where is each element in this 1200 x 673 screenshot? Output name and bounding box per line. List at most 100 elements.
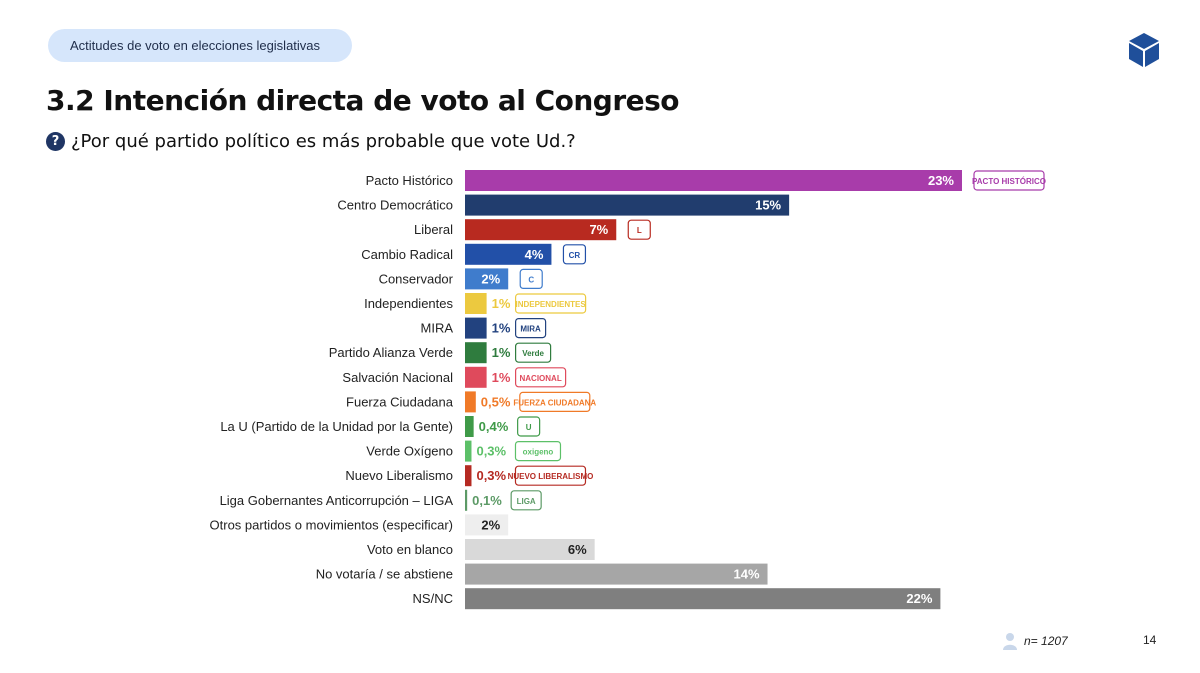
value-label: 7% (589, 222, 608, 237)
value-label: 0,1% (472, 493, 502, 508)
party-logo-text: U (526, 423, 532, 432)
party-logo-text: INDEPENDIENTES (515, 300, 586, 309)
bar-17 (465, 588, 941, 610)
party-logo-badge (515, 367, 567, 388)
category-label: Liberal (414, 222, 453, 237)
category-label: Verde Oxígeno (366, 444, 453, 459)
value-label: 0,4% (479, 419, 509, 434)
party-logo-text: FUERZA CIUDADANA (513, 398, 596, 407)
party-logo-13: LIGA (510, 490, 542, 511)
section-pill: Actitudes de voto en elecciones legislat… (48, 29, 352, 62)
bar-8 (465, 366, 487, 388)
question-row: ? ¿Por qué partido político es más proba… (46, 131, 576, 152)
sample-size: n= 1207 (1002, 632, 1068, 650)
party-logo-4: C (519, 268, 543, 289)
bar-9 (465, 391, 476, 413)
party-logo-text: PACTO HISTÓRICO (972, 177, 1046, 186)
party-logo-2: L (627, 219, 651, 240)
value-label: 1% (492, 321, 511, 336)
category-label: Liga Gobernantes Anticorrupción – LIGA (220, 493, 454, 508)
party-logo-12: NUEVO LIBERALISMO (508, 465, 594, 486)
bar-10 (465, 416, 474, 437)
value-label: 14% (733, 567, 759, 582)
party-logo-badge (517, 416, 541, 437)
category-label: Fuerza Ciudadana (346, 394, 454, 409)
party-logo-text: Verde (522, 349, 544, 358)
party-logo-5: INDEPENDIENTES (515, 293, 587, 314)
party-logo-badge (515, 318, 547, 339)
party-logo-badge (514, 465, 587, 486)
bar-12 (465, 465, 472, 487)
category-label: La U (Partido de la Unidad por la Gente) (220, 419, 453, 434)
party-logo-9: FUERZA CIUDADANA (513, 391, 596, 412)
party-logo-badge (562, 244, 587, 265)
value-label: 4% (525, 247, 544, 262)
party-logo-badge (519, 391, 591, 412)
party-logo-text: LIGA (517, 497, 536, 506)
value-label: 1% (492, 296, 511, 311)
party-logo-text: NUEVO LIBERALISMO (508, 472, 594, 481)
bar-6 (465, 317, 487, 339)
bar-0 (465, 170, 962, 191)
party-logo-text: MIRA (520, 325, 541, 334)
party-logo-text: oxigeno (523, 448, 554, 457)
bar-3 (465, 243, 552, 265)
value-label: 1% (492, 345, 511, 360)
value-label: 6% (568, 542, 587, 557)
bar-2 (465, 219, 617, 241)
category-label: Salvación Nacional (342, 370, 453, 385)
sample-size-label: n= 1207 (1024, 634, 1068, 648)
party-logo-badge (515, 342, 552, 363)
question-text: ¿Por qué partido político es más probabl… (71, 131, 576, 152)
party-logo-badge (510, 490, 542, 511)
bar-1 (465, 194, 790, 216)
value-label: 0,3% (476, 468, 506, 483)
party-logo-6: MIRA (515, 318, 547, 339)
category-label: Centro Democrático (337, 198, 453, 213)
party-logo-0: PACTO HISTÓRICO (972, 170, 1046, 191)
party-logo-8: NACIONAL (515, 367, 567, 388)
bar-13 (465, 489, 468, 511)
party-logo-text: C (528, 275, 534, 284)
value-label: 2% (481, 517, 500, 532)
party-logo-3: CR (562, 244, 587, 265)
value-label: 0,5% (481, 394, 511, 409)
party-logo-badge (519, 268, 543, 289)
party-logo-badge (973, 170, 1045, 191)
party-logo-10: U (517, 416, 541, 437)
bar-7 (465, 342, 487, 364)
bar-14 (465, 514, 509, 536)
section-pill-label: Actitudes de voto en elecciones legislat… (70, 38, 321, 53)
category-label: Conservador (379, 271, 454, 286)
category-label: MIRA (421, 321, 454, 336)
value-label: 15% (755, 198, 781, 213)
party-logo-badge (515, 293, 587, 314)
party-logo-text: CR (569, 251, 581, 260)
value-label: 22% (906, 591, 932, 606)
category-label: Partido Alianza Verde (329, 345, 453, 360)
category-label: NS/NC (413, 591, 453, 606)
page-title: 3.2 Intención directa de voto al Congres… (46, 84, 680, 117)
party-logo-badge (514, 441, 562, 462)
page-number: 14 (1143, 633, 1157, 647)
category-label: Cambio Radical (361, 247, 453, 262)
bar-5 (465, 293, 487, 314)
party-logo-badge (627, 219, 651, 240)
party-logo-text: NACIONAL (519, 374, 561, 383)
value-label: 0,3% (476, 444, 506, 459)
bar-15 (465, 539, 595, 560)
value-label: 23% (928, 173, 954, 188)
bar-4 (465, 268, 509, 290)
category-label: Otros partidos o movimientos (especifica… (210, 517, 453, 532)
category-label: Voto en blanco (367, 542, 453, 557)
category-label: Nuevo Liberalismo (345, 468, 453, 483)
cube-logo-icon (1129, 33, 1159, 67)
category-label: No votaría / se abstiene (316, 567, 453, 582)
party-logo-7: Verde (515, 342, 552, 363)
bar-11 (465, 440, 472, 462)
question-circle-icon: ? (46, 132, 65, 151)
party-logo-11: oxigeno (514, 441, 562, 462)
person-icon (1003, 633, 1017, 650)
party-logo-text: L (637, 226, 642, 235)
